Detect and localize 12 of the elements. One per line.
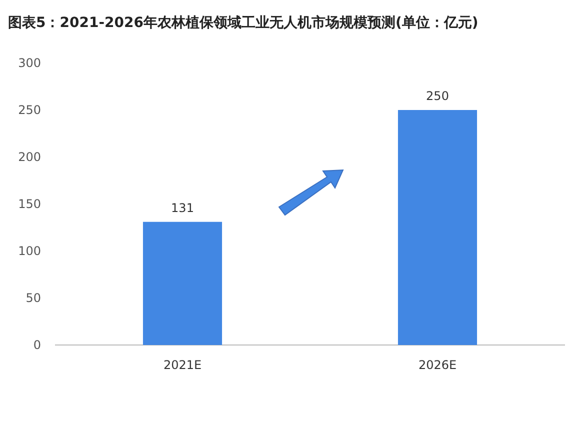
y-tick-label: 0 — [33, 338, 41, 352]
data-label: 131 — [171, 200, 194, 215]
y-tick-label: 50 — [26, 291, 41, 306]
x-tick-label: 2021E — [163, 358, 202, 372]
y-tick-label: 200 — [18, 150, 41, 164]
y-tick-label: 250 — [18, 103, 41, 118]
x-tick-label: 2026E — [418, 358, 457, 372]
y-tick-label: 150 — [18, 197, 41, 212]
y-tick-label: 100 — [18, 244, 41, 258]
data-label: 250 — [426, 89, 449, 103]
chart-title: 图表5：2021-2026年农林植保领域工业无人机市场规模预测(单位：亿元) — [8, 14, 478, 31]
y-tick-label: 300 — [18, 56, 41, 70]
